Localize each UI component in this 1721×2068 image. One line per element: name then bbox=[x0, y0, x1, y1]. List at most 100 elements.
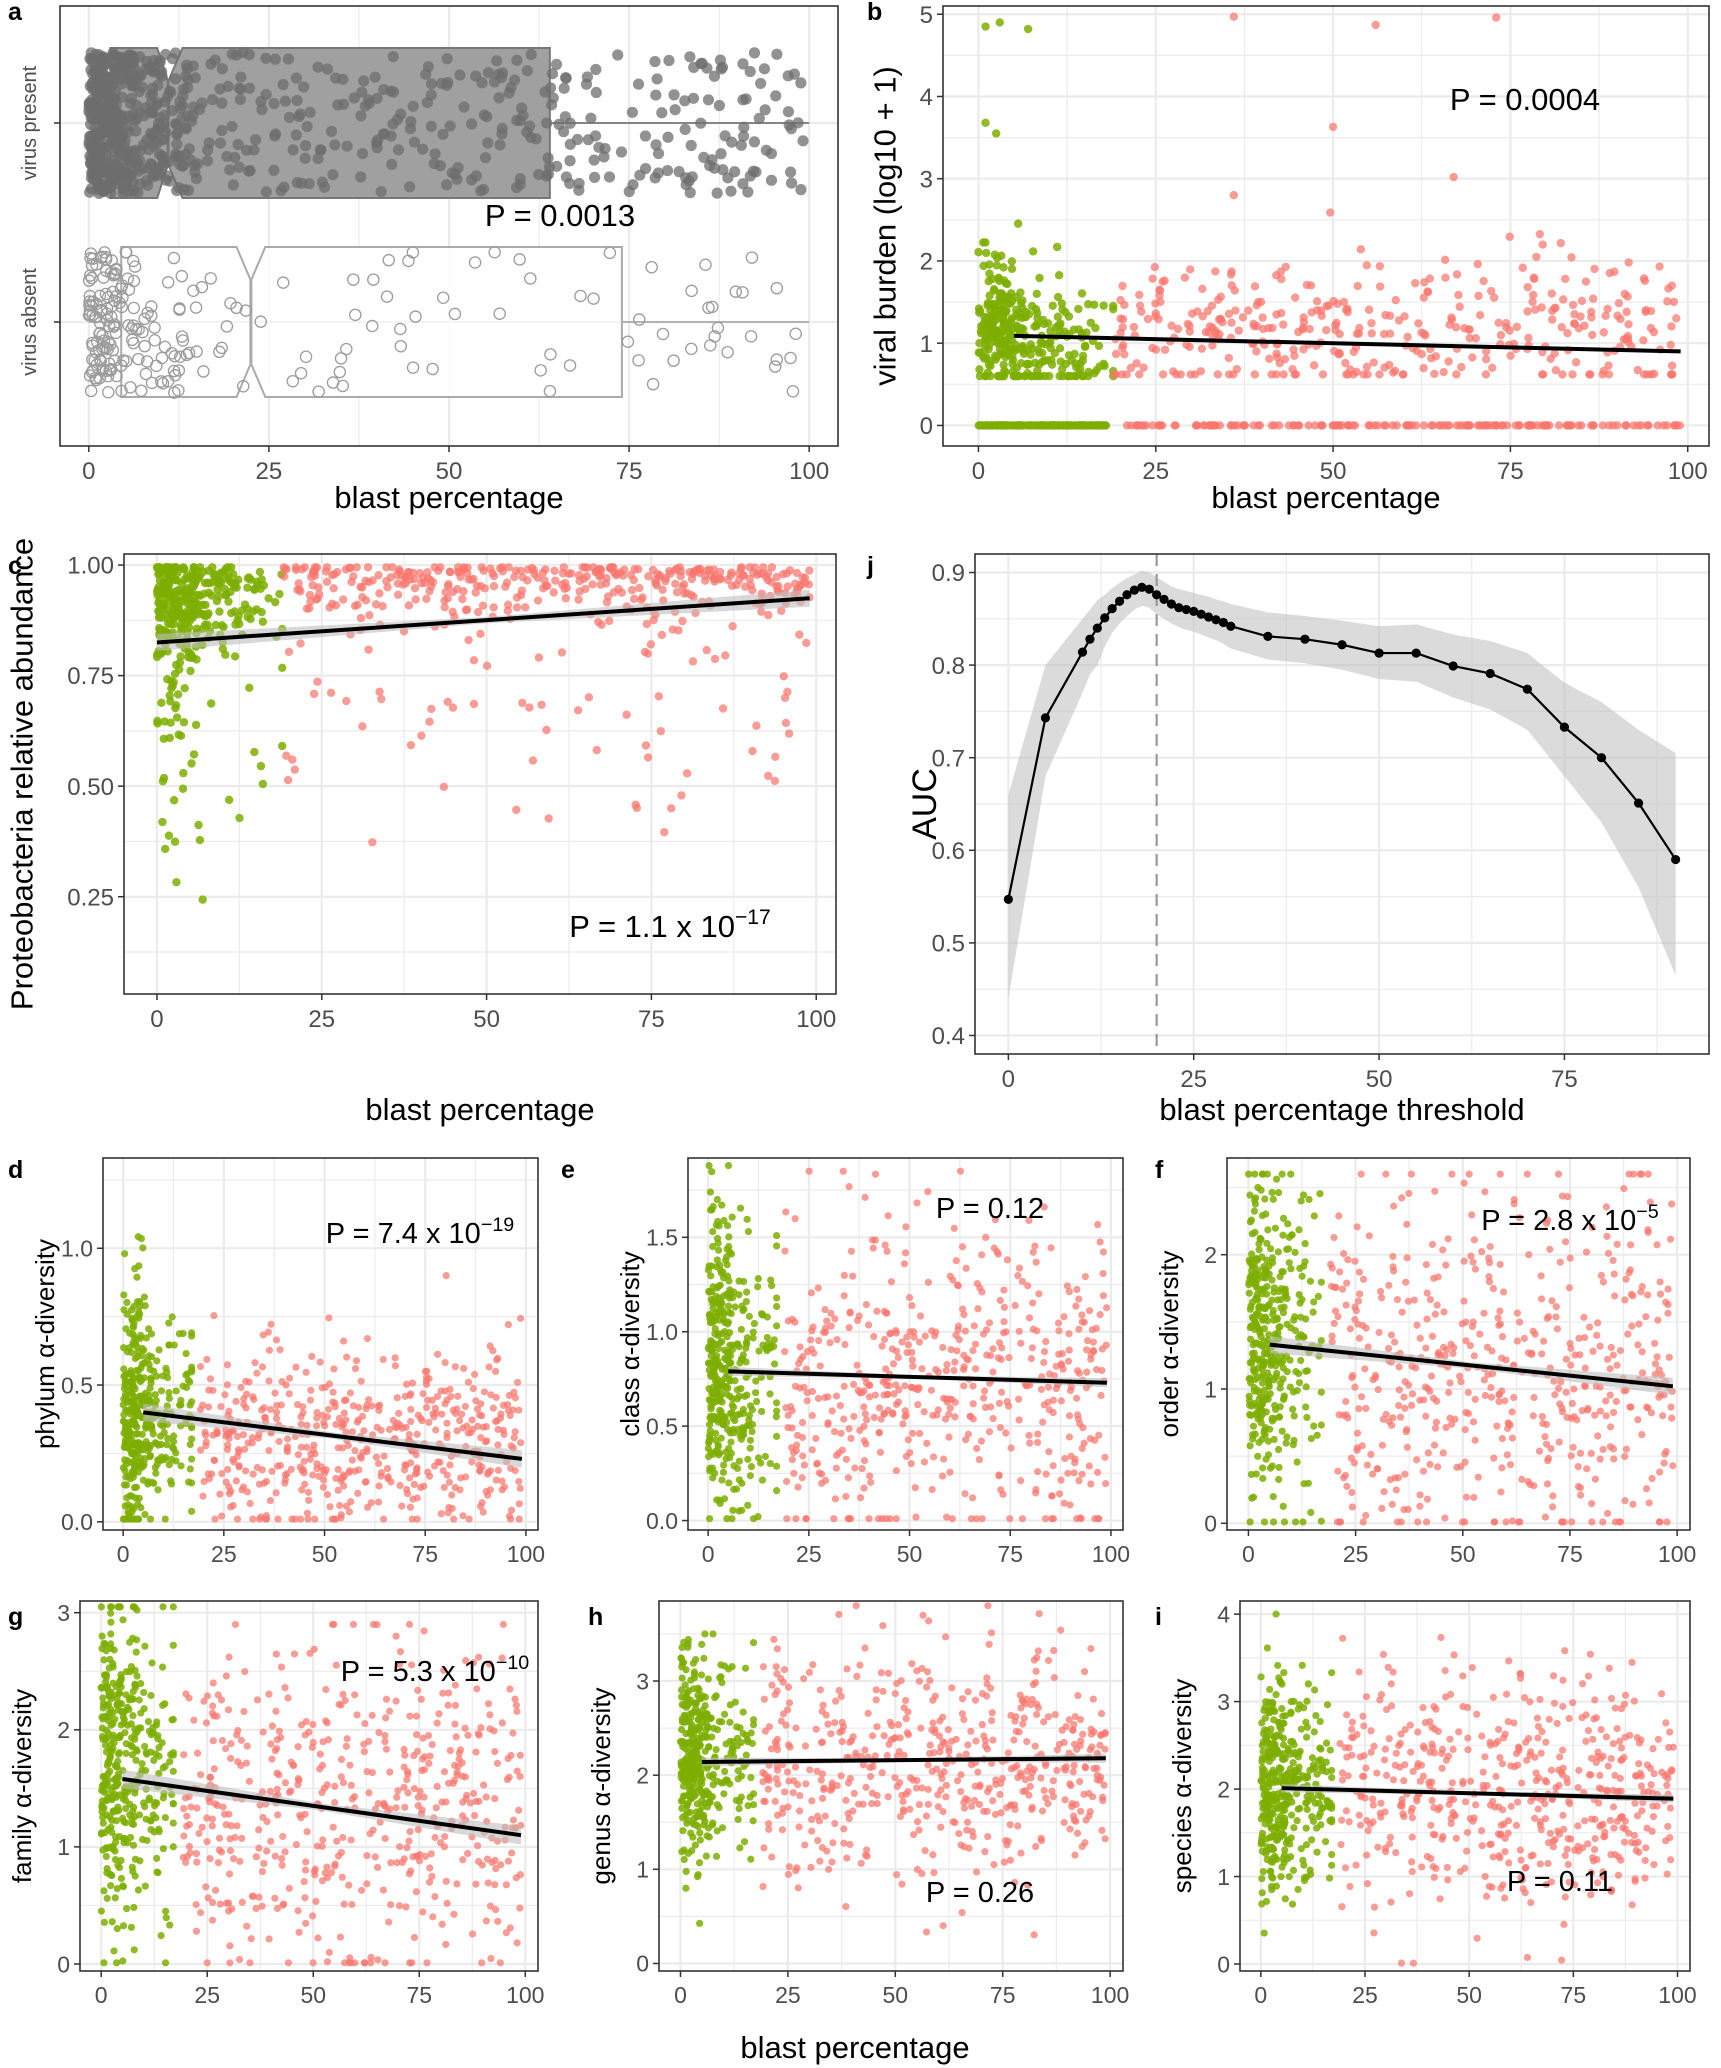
panel-e-point-high bbox=[1029, 1248, 1037, 1256]
panel-a-point-present bbox=[163, 85, 176, 97]
panel-c-y-ticks: 0.250.500.751.00 bbox=[67, 553, 124, 911]
panel-a-point-present bbox=[525, 48, 537, 61]
panel-b-point-high bbox=[1299, 313, 1308, 322]
panel-c-point-low bbox=[190, 580, 199, 589]
panel-a-point-present bbox=[533, 168, 545, 181]
panel-d-point-high bbox=[339, 1337, 348, 1345]
panel-c-point-low bbox=[216, 568, 226, 578]
panel-b-y-tick-label: 2 bbox=[920, 249, 933, 276]
panel-d-point-high bbox=[461, 1473, 470, 1481]
panel-a-point-present bbox=[332, 99, 344, 111]
panel-a-point-absent bbox=[97, 271, 110, 284]
panel-e-point-high bbox=[995, 1399, 1004, 1407]
panel-b-point-high bbox=[1203, 306, 1212, 316]
panel-d-point-high bbox=[250, 1395, 258, 1404]
panel-e-point-low bbox=[750, 1319, 758, 1328]
panel-e-point-low bbox=[706, 1515, 714, 1523]
panel-b-plot-background bbox=[943, 6, 1709, 446]
panel-b-point-high bbox=[1474, 291, 1483, 301]
panel-a-point-present bbox=[371, 142, 383, 154]
panel-d-point-low bbox=[120, 1365, 128, 1373]
panel-a-point-absent bbox=[685, 342, 698, 356]
panel-a-point-present bbox=[171, 127, 184, 139]
panel-b-point-high bbox=[1598, 421, 1608, 430]
panel-d-point-high bbox=[272, 1414, 281, 1423]
panel-a-x-tick-label: 0 bbox=[82, 458, 95, 485]
panel-a-point-present bbox=[176, 99, 189, 112]
panel-a-point-present bbox=[147, 140, 160, 152]
panel-c-point-high bbox=[805, 566, 814, 575]
panel-e-point-low bbox=[737, 1435, 746, 1443]
panel-b-point-low bbox=[979, 238, 988, 247]
panel-b-point-high bbox=[1614, 298, 1624, 308]
panel-b-point-high bbox=[1288, 365, 1297, 374]
panel-c-point-high bbox=[464, 635, 473, 645]
panel-b-point-low bbox=[1004, 299, 1013, 308]
panel-d-point-low bbox=[186, 1401, 194, 1409]
panel-a-point-absent bbox=[347, 273, 360, 286]
panel-b-point-high bbox=[1399, 370, 1408, 379]
panel-a-notched-box bbox=[120, 246, 623, 398]
panel-c-point-low bbox=[234, 575, 243, 584]
panel-a-point-absent bbox=[187, 284, 200, 297]
panel-e-point-low bbox=[742, 1297, 750, 1306]
panel-c-point-high bbox=[358, 722, 367, 731]
panel-c-point-high bbox=[411, 595, 420, 604]
panel-c-point-high bbox=[469, 656, 479, 665]
panel-b-point-high bbox=[1229, 190, 1238, 200]
panel-d-point-high bbox=[448, 1491, 456, 1499]
panel-a-point-present bbox=[260, 88, 272, 101]
panel-d-point-high bbox=[510, 1434, 518, 1442]
panel-e-point-high bbox=[808, 1446, 816, 1454]
panel-d-point-high bbox=[477, 1434, 485, 1442]
panel-a-point-present bbox=[103, 92, 115, 104]
panel-b-point-low bbox=[1017, 359, 1026, 368]
panel-b-point-high bbox=[1126, 363, 1136, 373]
panel-e-point-low bbox=[709, 1339, 718, 1347]
panel-d-point-high bbox=[515, 1500, 523, 1508]
panel-b-point-high bbox=[1568, 370, 1577, 379]
panel-a-point-present bbox=[702, 94, 715, 106]
panel-b-point-low bbox=[975, 365, 984, 374]
panel-d-p-value-exponent: −19 bbox=[481, 1214, 514, 1236]
panel-e-point-low bbox=[727, 1250, 736, 1258]
panel-b-point-high bbox=[1580, 321, 1589, 330]
panel-d-point-low bbox=[122, 1481, 131, 1489]
panel-d-point-high bbox=[408, 1515, 416, 1523]
panel-e-point-high bbox=[1015, 1327, 1023, 1335]
panel-b-p-value: P = 0.0004 bbox=[1450, 82, 1600, 117]
panel-e-point-high bbox=[791, 1215, 799, 1223]
panel-e-point-high bbox=[1025, 1431, 1033, 1440]
panel-a-point-absent bbox=[633, 313, 646, 326]
panel-e-point-high bbox=[911, 1484, 919, 1492]
panel-c-point-high bbox=[395, 567, 404, 576]
panel-d-point-high bbox=[283, 1435, 292, 1443]
panel-a-point-present bbox=[169, 73, 182, 85]
panel-b-point-high bbox=[1213, 370, 1223, 379]
panel-a-point-absent bbox=[167, 251, 181, 265]
panel-d-point-high bbox=[476, 1466, 484, 1475]
panel-b-point-high bbox=[1643, 421, 1652, 430]
panel-a-point-absent bbox=[102, 336, 115, 349]
panel-a-point-present bbox=[759, 104, 771, 116]
panel-b-point-low bbox=[1048, 421, 1057, 430]
panel-e-point-high bbox=[796, 1384, 804, 1392]
panel-c-point-high bbox=[310, 565, 320, 574]
panel-d-point-high bbox=[361, 1478, 370, 1486]
panel-a-point-present bbox=[290, 72, 302, 84]
panel-d-point-low bbox=[120, 1429, 128, 1437]
panel-b-point-low bbox=[1089, 300, 1099, 309]
panel-d-point-low bbox=[146, 1384, 154, 1392]
panel-c-point-low bbox=[243, 574, 253, 583]
panel-e-point-high bbox=[809, 1323, 817, 1331]
panel-c-point-high bbox=[584, 693, 594, 702]
panel-a-x-tick-label: 75 bbox=[616, 458, 643, 485]
panel-c-point-low bbox=[235, 813, 244, 823]
panel-b-point-high bbox=[1655, 262, 1664, 271]
panel-b-point-low bbox=[1081, 421, 1090, 430]
panel-c-point-high bbox=[356, 613, 366, 623]
panel-b-point-high bbox=[1589, 421, 1598, 430]
panel-c-point-high bbox=[710, 654, 720, 664]
panel-e-point-high bbox=[826, 1339, 834, 1347]
